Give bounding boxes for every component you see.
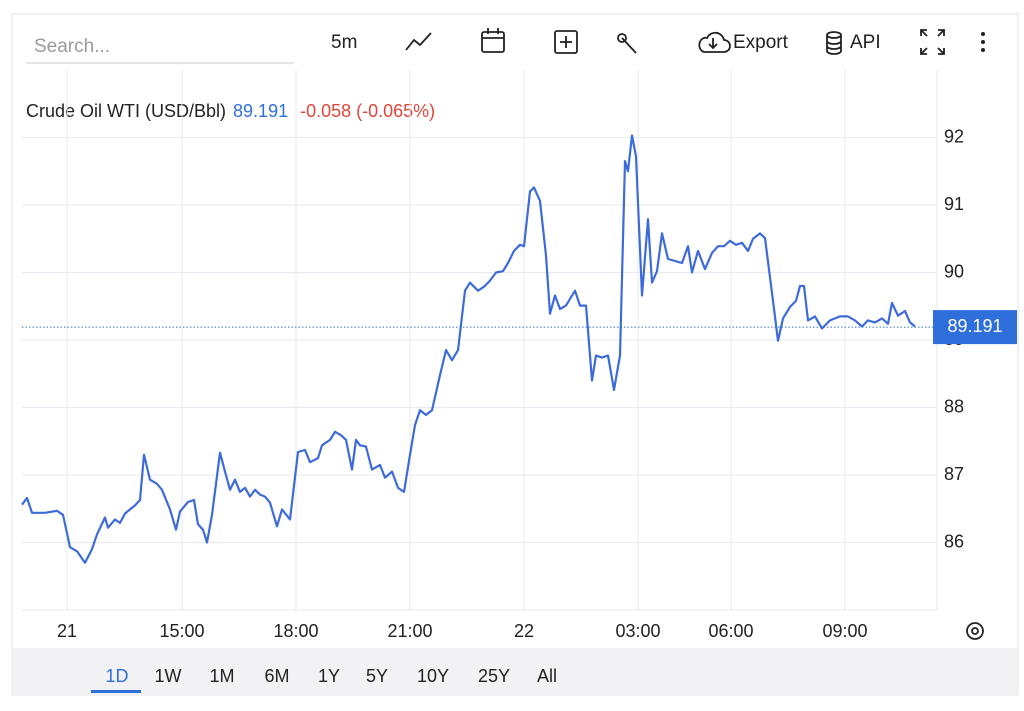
range-button[interactable]: 6M	[264, 666, 289, 686]
fullscreen-icon[interactable]	[920, 29, 945, 55]
interval-button[interactable]: 5m	[331, 32, 357, 53]
x-tick-label: 21	[57, 621, 77, 641]
range-button[interactable]: All	[537, 666, 557, 686]
y-tick-label: 87	[944, 464, 964, 484]
range-button[interactable]: 1W	[155, 666, 182, 686]
range-bar	[13, 648, 1017, 694]
range-button[interactable]: 1Y	[318, 666, 340, 686]
tools-icon[interactable]	[617, 33, 637, 54]
chart-header: Crude Oil WTI (USD/Bbl) 89.191 -0.058 (-0.…	[26, 101, 435, 121]
range-button[interactable]: 1D	[105, 666, 128, 686]
last-price: 89.191	[233, 101, 288, 121]
range-button[interactable]: 5Y	[366, 666, 388, 686]
x-tick-label: 18:00	[273, 621, 318, 641]
export-button[interactable]: Export	[698, 31, 789, 53]
add-icon[interactable]	[554, 30, 578, 54]
x-tick-label: 22	[514, 621, 534, 641]
y-tick-label: 91	[944, 194, 964, 214]
calendar-icon[interactable]	[481, 28, 505, 53]
search-input[interactable]: Search...	[34, 36, 110, 57]
range-button[interactable]: 25Y	[478, 666, 510, 686]
x-tick-label: 09:00	[822, 621, 867, 641]
chart-title: Crude Oil WTI (USD/Bbl)	[26, 101, 226, 121]
price-line	[21, 134, 916, 564]
range-button[interactable]: 10Y	[417, 666, 449, 686]
x-tick-label: 15:00	[159, 621, 204, 641]
export-label[interactable]: Export	[733, 32, 789, 53]
last-price-label: 89.191	[947, 316, 1002, 336]
settings-icon[interactable]	[966, 622, 984, 640]
api-label[interactable]: API	[850, 32, 881, 53]
chart-type-icon[interactable]	[405, 32, 432, 51]
y-tick-label: 88	[944, 396, 964, 416]
y-tick-label: 86	[944, 531, 964, 551]
y-tick-label: 92	[944, 126, 964, 146]
api-button[interactable]: API	[826, 31, 881, 55]
range-button[interactable]: 1M	[209, 666, 234, 686]
menu-icon[interactable]	[981, 32, 985, 52]
x-tick-label: 06:00	[708, 621, 753, 641]
last-price-box	[933, 310, 1017, 345]
range-selected-indicator	[91, 690, 141, 693]
x-tick-label: 21:00	[387, 621, 432, 641]
frame	[11, 13, 1019, 696]
price-change: -0.058 (-0.065%)	[300, 101, 435, 121]
x-tick-label: 03:00	[615, 621, 660, 641]
y-tick-label: 90	[944, 261, 964, 281]
